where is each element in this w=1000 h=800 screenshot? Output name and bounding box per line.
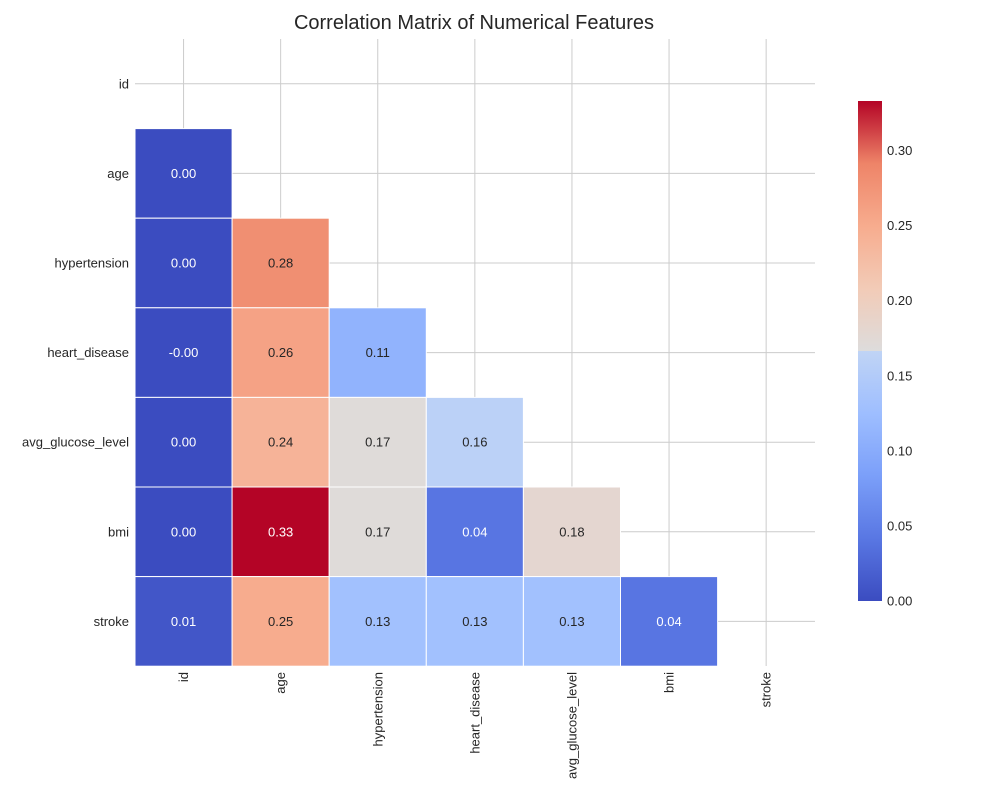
heatmap-cell [620,576,719,667]
cell-value-label: 0.13 [365,614,390,629]
y-tick-label: age [107,166,129,181]
colorbar-tick-label: 0.10 [887,443,912,458]
cell-value-label: 0.00 [171,256,196,271]
cell-value-label: 0.26 [268,345,293,360]
x-tick-label: heart_disease [467,672,482,754]
heatmap-cell [134,576,233,667]
x-tick-label: avg_glucose_level [564,672,579,779]
x-axis-ticks: id age hypertension heart_disease avg_glucos… [176,672,774,779]
cell-value-label: 0.18 [559,524,584,539]
y-tick-label: heart_disease [47,345,129,360]
cell-value-label: 0.13 [462,614,487,629]
x-tick-label: bmi [662,672,677,693]
heatmap-cell [231,217,330,309]
y-tick-label: avg_glucose_level [22,435,129,450]
y-tick-label: bmi [108,524,129,539]
colorbar-tick-label: 0.30 [887,143,912,158]
x-tick-label: stroke [759,672,774,707]
cell-value-label: 0.01 [171,614,196,629]
colorbar-tick-label: 0.25 [887,218,912,233]
cell-value-label: 0.28 [268,256,293,271]
colorbar-tick-label: 0.15 [887,368,912,383]
heatmap-cell [231,307,330,398]
heatmap-cell [425,396,524,488]
colorbar: 0.00 0.05 0.10 0.15 0.20 0.25 0.30 [858,101,912,609]
heatmap-cells [134,128,719,667]
heatmap-cell [328,307,427,398]
cell-value-label: 0.17 [365,524,390,539]
cell-labels: 0.00 0.00 0.28 -0.00 0.26 0.11 0.00 0.24 0.17 0.1… [169,166,682,629]
colorbar-tick-label: 0.00 [887,594,912,609]
heatmap-cell [328,576,427,667]
y-tick-label: id [119,76,129,91]
colorbar-tick-label: 0.05 [887,518,912,533]
heatmap-cell [134,396,233,488]
cell-value-label: 0.13 [559,614,584,629]
cell-value-label: 0.00 [171,435,196,450]
colorbar-gradient [858,101,882,601]
cell-value-label: 0.33 [268,524,293,539]
heatmap-cell [134,128,233,219]
cell-value-label: 0.25 [268,614,293,629]
cell-value-label: 0.00 [171,166,196,181]
heatmap-cell [522,576,622,667]
cell-value-label: 0.17 [365,435,390,450]
x-tick-label: age [273,672,288,694]
heatmap-cell [231,396,330,488]
heatmap-cell [522,486,622,578]
chart-title: Correlation Matrix of Numerical Features [294,12,654,34]
cell-value-label: -0.00 [169,345,199,360]
y-tick-label: hypertension [55,256,129,271]
x-tick-label: hypertension [370,672,385,746]
x-tick-label: id [176,672,191,682]
cell-value-label: 0.11 [366,345,390,360]
colorbar-tick-label: 0.20 [887,293,912,308]
heatmap-cell [134,486,233,578]
cell-value-label: 0.24 [268,435,293,450]
cell-value-label: 0.00 [171,524,196,539]
heatmap-cell [231,486,330,578]
y-tick-label: stroke [94,614,129,629]
cell-value-label: 0.16 [462,435,487,450]
cell-value-label: 0.04 [656,614,681,629]
heatmap-cell [425,576,524,667]
heatmap-cell [231,576,330,667]
cell-value-label: 0.04 [462,524,487,539]
heatmap-cell [328,396,427,488]
y-axis-ticks: id age hypertension heart_disease avg_glucos… [22,76,129,629]
